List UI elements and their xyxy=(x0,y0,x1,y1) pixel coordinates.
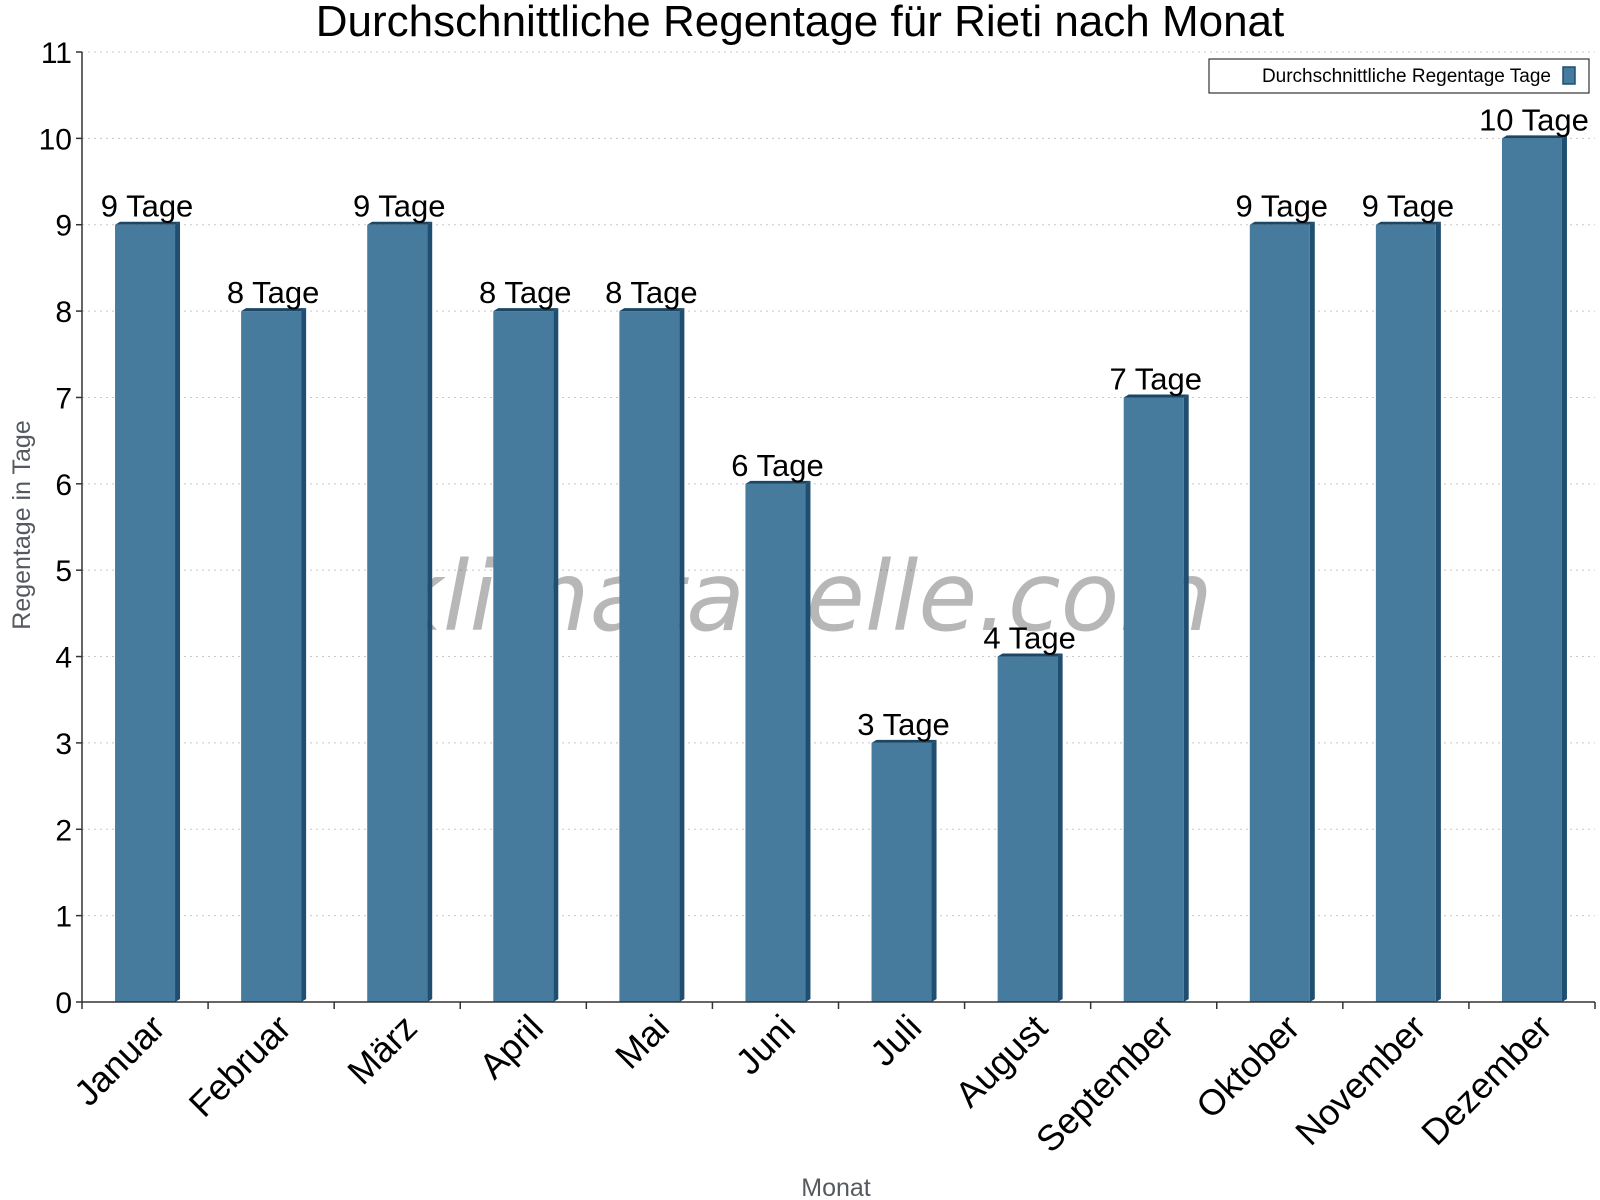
bar-top xyxy=(493,308,559,312)
bar-4 xyxy=(493,308,559,1002)
legend-label: Durchschnittliche Regentage Tage xyxy=(1262,66,1551,87)
x-tick-label: Oktober xyxy=(1188,1007,1308,1127)
bar-front xyxy=(997,656,1058,1002)
data-label: 6 Tage xyxy=(731,448,824,483)
y-tick-label: 1 xyxy=(55,901,72,934)
y-tick-label: 6 xyxy=(55,469,72,502)
chart-title: Durchschnittliche Regentage für Rieti na… xyxy=(316,0,1285,46)
bar-front xyxy=(1375,224,1436,1002)
y-tick-labels: 0 1 2 3 4 5 6 7 8 9 10 11 xyxy=(39,37,72,1020)
grid-lines xyxy=(82,51,1595,917)
bar-side xyxy=(175,221,181,1002)
bar-8 xyxy=(997,653,1063,1002)
y-tick-label: 8 xyxy=(55,296,72,329)
bar-9 xyxy=(1123,394,1189,1002)
bar-top xyxy=(997,653,1063,657)
bar-side xyxy=(553,308,559,1002)
bar-side xyxy=(931,739,937,1002)
bar-3 xyxy=(367,221,433,1002)
data-label: 7 Tage xyxy=(1109,361,1202,396)
bar-front xyxy=(619,311,680,1002)
y-tick-label: 7 xyxy=(55,382,72,415)
bar-side xyxy=(679,308,685,1002)
bar-side xyxy=(1057,653,1063,1002)
bar-top xyxy=(1123,394,1189,398)
y-tick-label: 3 xyxy=(55,728,72,761)
x-tick-label: April xyxy=(471,1007,551,1087)
bar-1 xyxy=(115,221,181,1002)
data-label: 9 Tage xyxy=(1362,189,1455,224)
x-tick-label: Mai xyxy=(607,1007,677,1077)
y-tick-label: 10 xyxy=(39,123,72,156)
data-label: 8 Tage xyxy=(605,275,698,310)
y-tick-label: 11 xyxy=(41,37,72,70)
bar-top xyxy=(619,308,685,312)
bar-side xyxy=(301,308,307,1002)
data-label: 9 Tage xyxy=(353,189,446,224)
data-label: 9 Tage xyxy=(1236,189,1329,224)
bar-6 xyxy=(745,480,811,1002)
data-label: 9 Tage xyxy=(101,189,194,224)
bar-side xyxy=(805,480,811,1002)
bar-front xyxy=(1123,397,1184,1002)
data-label: 3 Tage xyxy=(857,707,950,742)
bar-10 xyxy=(1249,221,1315,1002)
bar-front xyxy=(871,742,932,1002)
data-label: 4 Tage xyxy=(983,621,1076,656)
legend: Durchschnittliche Regentage Tage xyxy=(1208,58,1590,94)
bar-top xyxy=(871,739,937,743)
data-label: 8 Tage xyxy=(227,275,320,310)
bar-front xyxy=(367,224,428,1002)
x-tick-label: Januar xyxy=(66,1007,173,1114)
y-tick-label: 0 xyxy=(55,987,72,1020)
bar-top xyxy=(1375,221,1441,225)
data-labels: 9 Tage 8 Tage 9 Tage 8 Tage 8 Tage 6 Tage 3 Ta… xyxy=(101,102,1589,742)
bar-7 xyxy=(871,739,937,1002)
y-tick-label: 5 xyxy=(55,555,72,588)
x-tick-label: August xyxy=(947,1007,1055,1115)
y-tick-label: 4 xyxy=(55,642,72,675)
bar-side xyxy=(427,221,433,1002)
x-tick-label: März xyxy=(339,1007,425,1093)
bar-top xyxy=(1501,135,1567,139)
y-tick-label: 2 xyxy=(55,814,72,847)
bar-front xyxy=(1501,138,1562,1002)
bar-top xyxy=(1249,221,1315,225)
bar-top xyxy=(367,221,433,225)
data-label: 10 Tage xyxy=(1479,102,1589,137)
x-tick-label: November xyxy=(1287,1007,1433,1153)
x-tick-label: Februar xyxy=(181,1007,299,1125)
bar-top xyxy=(115,221,181,225)
legend-swatch xyxy=(1562,66,1576,85)
x-tick-labels: Januar Februar März April Mai Juni Juli AugustS… xyxy=(66,1007,1560,1161)
x-axis-label: Monat xyxy=(801,1174,871,1200)
bar-top xyxy=(241,308,307,312)
bar-front xyxy=(241,311,302,1002)
bar-front xyxy=(115,224,176,1002)
bar-top xyxy=(745,480,811,484)
x-tick-label: Juli xyxy=(862,1007,929,1074)
bar-front xyxy=(1249,224,1310,1002)
x-tick-label: September xyxy=(1028,1007,1182,1161)
x-tick-label: Juni xyxy=(727,1007,803,1083)
bar-front xyxy=(745,483,806,1002)
bar-2 xyxy=(241,308,307,1002)
bar-11 xyxy=(1375,221,1441,1002)
bar-12 xyxy=(1501,135,1567,1002)
bar-side xyxy=(1561,135,1567,1002)
bar-5 xyxy=(619,308,685,1002)
y-tick-label: 9 xyxy=(55,210,72,243)
bar-front xyxy=(493,311,554,1002)
bar-side xyxy=(1435,221,1441,1002)
legend-box xyxy=(1208,58,1590,94)
bar-side xyxy=(1183,394,1189,1002)
bars xyxy=(115,135,1567,1002)
y-axis-label: Regentage in Tage xyxy=(8,420,36,629)
bar-side xyxy=(1309,221,1315,1002)
axes xyxy=(76,51,1596,1009)
data-label: 8 Tage xyxy=(479,275,572,310)
x-tick-label: Dezember xyxy=(1413,1007,1559,1153)
